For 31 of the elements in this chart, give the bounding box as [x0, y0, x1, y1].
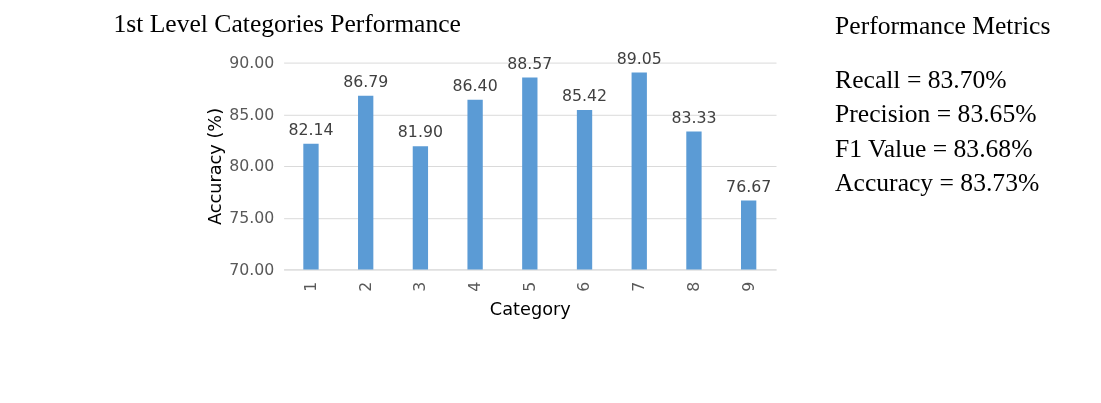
x-tick-label: 1: [300, 281, 320, 292]
y-tick-label: 75.00: [229, 208, 275, 228]
x-tick-label: 5: [519, 281, 539, 292]
text: Accuracy = 83.73%: [835, 168, 1040, 198]
data-label: 89.05: [616, 48, 662, 68]
data-label: 83.33: [671, 107, 717, 127]
x-tick-label: 7: [629, 281, 649, 292]
x-tick-label: 6: [574, 281, 594, 292]
text: Precision = 83.65%: [835, 99, 1037, 129]
y-tick-label: 85.00: [229, 104, 275, 124]
data-label: 86.40: [452, 75, 498, 95]
text: Recall = 83.70%: [835, 64, 1007, 94]
data-label: 88.57: [507, 53, 553, 73]
y-tick-label: 70.00: [229, 259, 275, 279]
y-tick-label: 80.00: [229, 156, 275, 176]
x-tick-label: 8: [683, 281, 703, 292]
x-tick-label: 4: [465, 281, 485, 292]
text: F1 Value = 83.68%: [835, 133, 1033, 163]
y-tick-label: 90.00: [229, 53, 275, 73]
data-label: 76.67: [726, 176, 772, 196]
data-label: 82.14: [288, 120, 334, 140]
y-axis-title: Accuracy (%): [205, 107, 226, 226]
data-label: 85.42: [561, 86, 608, 106]
x-tick-label: 2: [355, 281, 375, 292]
data-label: 81.90: [397, 122, 443, 142]
x-tick-label: 3: [410, 281, 430, 292]
x-axis-title: Category: [489, 299, 571, 320]
x-tick-label: 9: [738, 281, 758, 292]
text: Performance Metrics: [835, 11, 1051, 41]
chart-title: 1st Level Categories Performance: [113, 9, 461, 39]
data-label: 86.79: [343, 71, 389, 91]
